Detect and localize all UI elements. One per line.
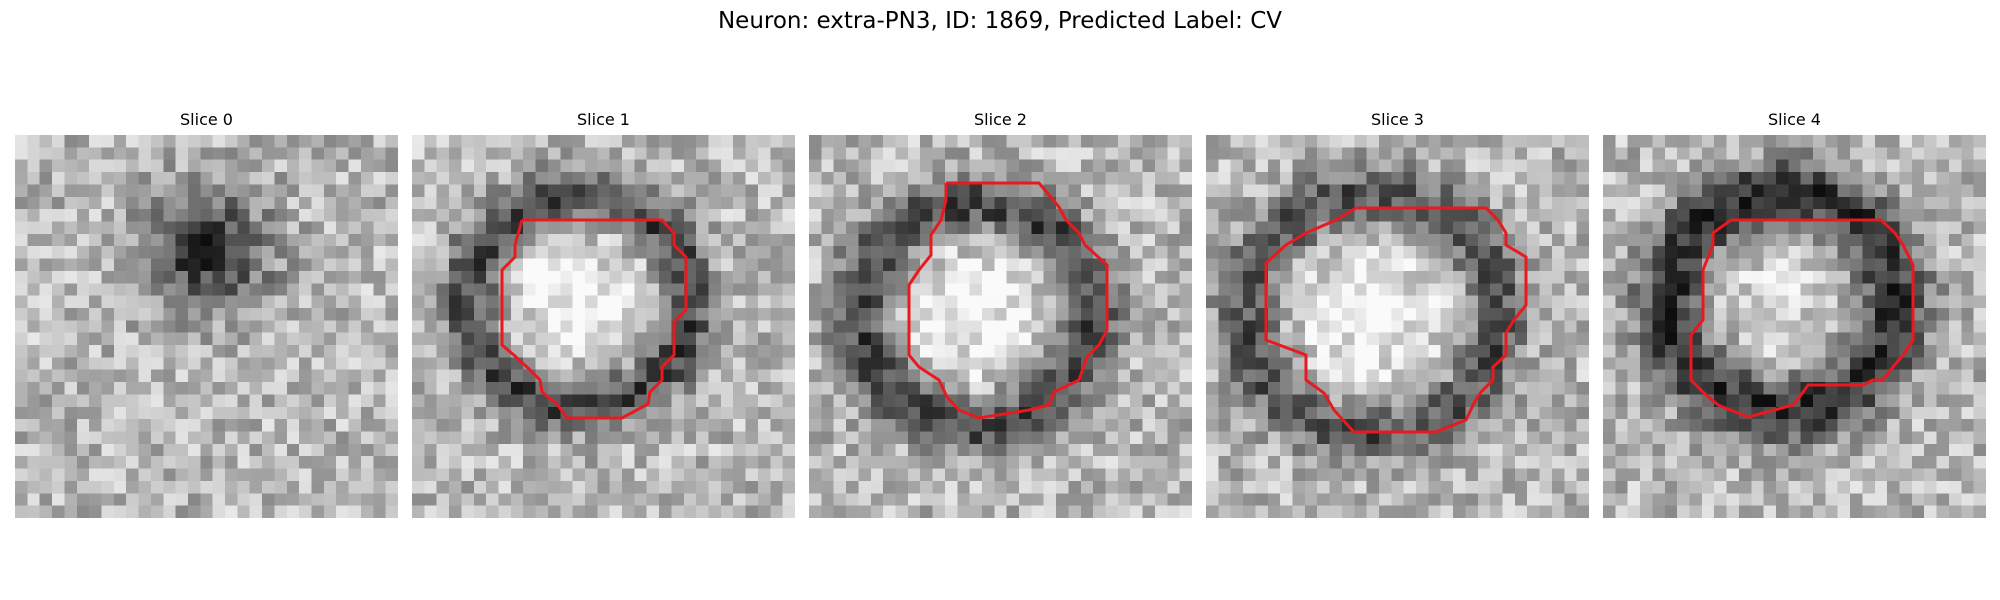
slice-title: Slice 1 [577, 110, 630, 129]
slice-image [1206, 135, 1589, 518]
slice-panel-2: Slice 2 [809, 110, 1192, 518]
cell-contour [500, 218, 688, 420]
slice-image [1603, 135, 1986, 518]
slice-title: Slice 4 [1768, 110, 1821, 129]
cell-contour [907, 181, 1109, 420]
slice-image [809, 135, 1192, 518]
slice-panel-3: Slice 3 [1206, 110, 1589, 518]
slice-title: Slice 3 [1371, 110, 1424, 129]
cell-contour [1689, 218, 1915, 419]
cell-contour [1264, 206, 1528, 434]
slice-image [412, 135, 795, 518]
slice-panel-4: Slice 4 [1603, 110, 1986, 518]
slice-title: Slice 0 [180, 110, 233, 129]
figure-title: Neuron: extra-PN3, ID: 1869, Predicted L… [717, 8, 1283, 34]
slice-panel-1: Slice 1 [412, 110, 795, 518]
slice-panel-0: Slice 0 [15, 110, 398, 518]
slice-title: Slice 2 [974, 110, 1027, 129]
slice-image [15, 135, 398, 518]
